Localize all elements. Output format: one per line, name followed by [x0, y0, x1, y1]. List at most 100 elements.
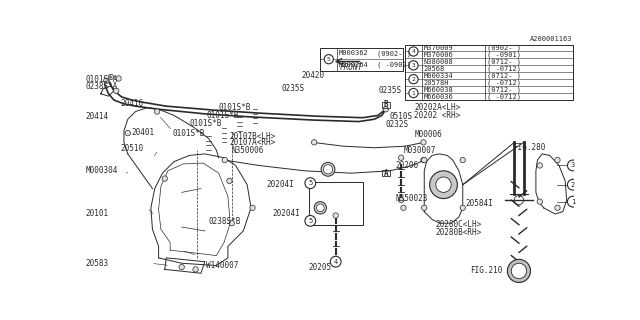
Circle shape — [154, 109, 160, 114]
Text: M000304: M000304 — [86, 166, 118, 175]
Circle shape — [113, 88, 119, 93]
Circle shape — [383, 107, 388, 112]
Circle shape — [422, 205, 427, 211]
Text: M000334: M000334 — [424, 73, 453, 79]
Text: 20202A<LH>: 20202A<LH> — [414, 103, 461, 112]
Text: 0101S*B: 0101S*B — [219, 103, 251, 112]
Text: 20280B<RH>: 20280B<RH> — [436, 228, 482, 237]
Text: B: B — [383, 100, 388, 109]
Text: 20205: 20205 — [308, 263, 332, 272]
Circle shape — [125, 131, 131, 136]
Circle shape — [316, 204, 324, 212]
Text: N350023: N350023 — [396, 194, 428, 203]
Text: FRONT: FRONT — [340, 63, 363, 72]
Circle shape — [568, 196, 579, 207]
Text: 20101: 20101 — [86, 210, 109, 219]
Text: 0101S*B: 0101S*B — [206, 111, 239, 120]
Text: M370009: M370009 — [424, 45, 453, 51]
Circle shape — [399, 155, 404, 160]
Circle shape — [229, 220, 234, 226]
Circle shape — [305, 178, 316, 188]
Text: 20107B<LH>: 20107B<LH> — [230, 132, 276, 141]
Text: (0712- ): (0712- ) — [486, 86, 520, 93]
Circle shape — [399, 197, 404, 203]
Text: 5: 5 — [308, 218, 312, 224]
Text: 0232S: 0232S — [386, 120, 409, 129]
Circle shape — [330, 256, 341, 267]
Text: 3: 3 — [571, 163, 575, 168]
Text: ( -0902): ( -0902) — [378, 62, 412, 68]
Circle shape — [162, 176, 168, 181]
Circle shape — [193, 267, 198, 272]
Bar — [382, 101, 390, 108]
Text: 0510S: 0510S — [390, 112, 413, 121]
Text: 2: 2 — [571, 182, 575, 188]
Text: 20568: 20568 — [424, 66, 445, 72]
Circle shape — [422, 157, 427, 163]
Circle shape — [401, 205, 406, 211]
Circle shape — [323, 165, 333, 174]
Circle shape — [116, 76, 121, 81]
Text: M00006: M00006 — [414, 130, 442, 139]
Text: 0235S: 0235S — [378, 86, 401, 95]
Circle shape — [568, 179, 579, 190]
Text: 4: 4 — [333, 259, 338, 265]
Text: 20280C<LH>: 20280C<LH> — [436, 220, 482, 229]
Text: M660038: M660038 — [424, 87, 453, 92]
Text: 20107A<RH>: 20107A<RH> — [230, 138, 276, 147]
Circle shape — [324, 55, 333, 64]
Bar — [382, 170, 390, 176]
Text: (0712- ): (0712- ) — [486, 73, 520, 79]
Bar — [405, 44, 573, 100]
Text: (0902- ): (0902- ) — [378, 50, 412, 57]
Text: 20206: 20206 — [396, 161, 419, 170]
Text: 4: 4 — [412, 49, 415, 54]
Text: M660036: M660036 — [424, 93, 453, 100]
Circle shape — [333, 259, 339, 264]
Text: 20584I: 20584I — [465, 199, 493, 208]
Text: 1: 1 — [412, 91, 415, 96]
Circle shape — [460, 157, 465, 163]
Circle shape — [312, 140, 317, 145]
Circle shape — [409, 75, 418, 84]
Circle shape — [321, 162, 335, 176]
Text: 20510: 20510 — [120, 144, 143, 153]
Text: 5: 5 — [308, 180, 312, 186]
Text: W140007: W140007 — [206, 261, 239, 270]
Circle shape — [409, 88, 418, 98]
Circle shape — [568, 160, 579, 171]
Bar — [320, 48, 403, 71]
Circle shape — [314, 202, 326, 214]
Circle shape — [222, 157, 227, 163]
Text: M000362: M000362 — [339, 51, 369, 56]
Text: M370006: M370006 — [424, 52, 453, 58]
Circle shape — [305, 215, 316, 226]
Text: FIG.280: FIG.280 — [513, 143, 545, 152]
Text: A: A — [383, 169, 388, 178]
Text: M000264: M000264 — [339, 62, 369, 68]
Text: (0712- ): (0712- ) — [486, 59, 520, 65]
Circle shape — [436, 177, 451, 192]
Text: 20416: 20416 — [120, 99, 143, 108]
Text: 0235S: 0235S — [282, 84, 305, 93]
Text: FIG.210: FIG.210 — [470, 267, 503, 276]
Text: 2: 2 — [412, 77, 415, 82]
Text: N380008: N380008 — [424, 59, 453, 65]
Circle shape — [108, 74, 113, 80]
Circle shape — [537, 163, 543, 168]
Circle shape — [420, 140, 426, 145]
Text: 0101S*B: 0101S*B — [172, 129, 205, 138]
Circle shape — [508, 260, 531, 283]
Text: 0101S*B: 0101S*B — [189, 119, 222, 128]
Text: 3: 3 — [412, 63, 415, 68]
Text: 1: 1 — [571, 199, 575, 205]
Text: 20583: 20583 — [86, 259, 109, 268]
Text: N350006: N350006 — [232, 146, 264, 155]
Text: (0902- ): (0902- ) — [486, 45, 520, 51]
Circle shape — [179, 264, 184, 270]
Circle shape — [429, 171, 458, 198]
Text: 5: 5 — [327, 57, 331, 62]
Circle shape — [537, 199, 543, 204]
Bar — [308, 182, 363, 225]
Text: 0238S*A: 0238S*A — [86, 83, 118, 92]
